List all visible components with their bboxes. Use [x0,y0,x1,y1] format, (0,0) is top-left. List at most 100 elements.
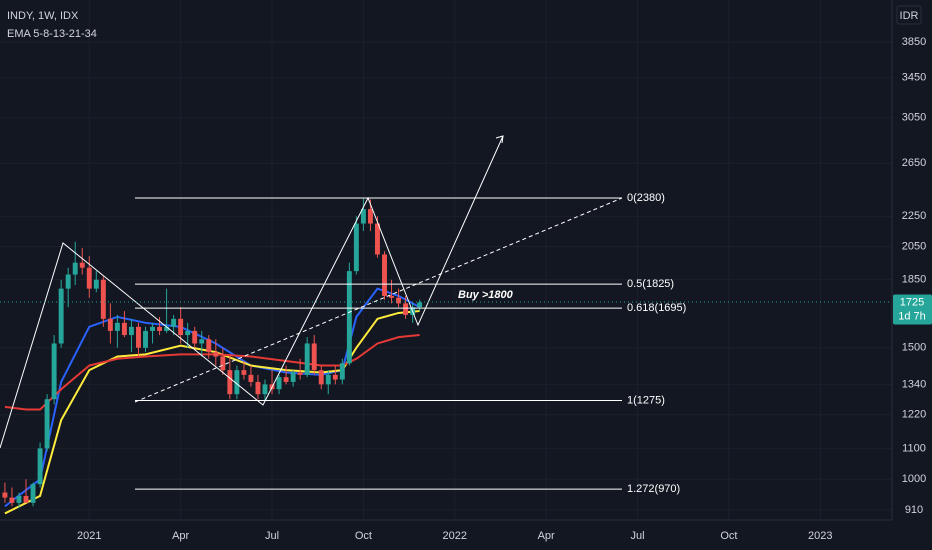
y-tick-label: 2050 [902,240,926,252]
fib-label: 1.272(970) [627,483,680,495]
y-tick-label: 2650 [902,157,926,169]
y-tick-label: 3050 [902,112,926,124]
candle-body [417,302,423,308]
chart-title: INDY, 1W, IDX [7,10,79,22]
candle-body [325,374,331,385]
candle-body [262,384,268,395]
x-tick-label: Oct [720,530,737,542]
plot [2,198,423,515]
candle-body [290,372,296,382]
currency: IDR [900,10,919,22]
candle-body [37,448,43,485]
candle-body [227,370,233,395]
candle-body [171,318,177,327]
annotation: Buy >1800 [458,289,514,301]
candle-body [276,377,282,390]
candle-body [403,303,409,315]
candle-body [100,279,106,319]
candle-body [389,295,394,298]
candle-body [339,363,345,380]
candle-body [297,372,303,375]
candle-body [58,288,64,344]
candle-body [121,322,127,336]
axes: 910 1000 1100 1220 1340 1500 1850 2050 2250 2650 3… [77,36,932,542]
fib-label: 0.5(1825) [627,278,674,290]
candle-body [255,381,261,395]
fib-label: 1(1275) [627,394,665,406]
candle-body [93,279,99,289]
candle-body [192,330,198,344]
y-tick-label: 1340 [902,378,926,390]
candle-body [23,495,29,503]
candle-body [220,356,226,371]
indicator-label: EMA 5-8-13-21-34 [7,28,97,40]
zigzag-drawing [0,135,504,449]
candle-body [107,318,113,331]
candle-body [65,274,71,289]
candle-body [241,370,247,375]
candle-body [51,343,57,400]
candle-body [185,330,191,336]
fib-label: 0.618(1695) [627,302,686,314]
candle-body [304,343,310,375]
candle-body [150,326,155,331]
candle-body [318,370,324,385]
candle-body [2,492,8,498]
candle-body [382,254,387,296]
candle-body [143,330,148,348]
y-tick-label: 1500 [902,342,926,354]
x-tick-label: 2022 [443,530,467,542]
candle-body [178,318,184,336]
ema-line [4,310,420,515]
candle-body [311,343,317,371]
candle-body [199,339,205,344]
candle-body [234,370,240,395]
candle-body [79,262,85,268]
countdown-label: 1d 7h [898,310,926,322]
candle-body [360,209,366,224]
overlay: 0(2380) 0.5(1825) 0.618(1695) 1(1275) 1.272(… [135,192,686,495]
candle-body [30,484,36,503]
candle-body [346,271,352,364]
x-tick-label: Apr [538,530,555,542]
last-price-box [893,294,932,325]
candle-body [353,223,359,272]
candle-body [367,209,373,224]
currency-box[interactable] [896,5,922,25]
x-tick-label: 2023 [808,530,832,542]
y-tick-label: 1100 [902,442,926,454]
x-tick-label: Oct [355,530,372,542]
y-tick-label: 2250 [902,210,926,222]
y-tick-label: 1220 [902,409,926,421]
x-tick-label: 2021 [77,530,101,542]
fib-label: 0(2380) [627,192,665,204]
x-tick-label: Jul [265,530,279,542]
candle-body [44,399,50,449]
candle-body [157,326,163,331]
y-tick-label: 910 [905,504,923,516]
x-tick-label: Apr [172,530,189,542]
candle-body [136,326,141,348]
candle-body [72,262,78,275]
candle-body [332,374,338,380]
y-tick-label: 1000 [902,473,926,485]
candle-body [248,374,254,382]
candle-body [206,339,212,353]
y-tick-label: 3850 [902,36,926,48]
candle-body [114,322,120,331]
x-tick-label: Jul [631,530,645,542]
candle-body [9,497,15,503]
candle-body [396,297,402,304]
candle-body [283,377,289,382]
candle-body [164,326,170,331]
candle-body [128,326,134,336]
last-price-label: 1725 [900,296,924,308]
candle-body [213,352,219,357]
price-axis [892,0,932,520]
arrow-head [495,135,504,144]
y-tick-label: 3450 [902,72,926,84]
candle-body [86,267,92,289]
y-tick-label: 1850 [902,274,926,286]
